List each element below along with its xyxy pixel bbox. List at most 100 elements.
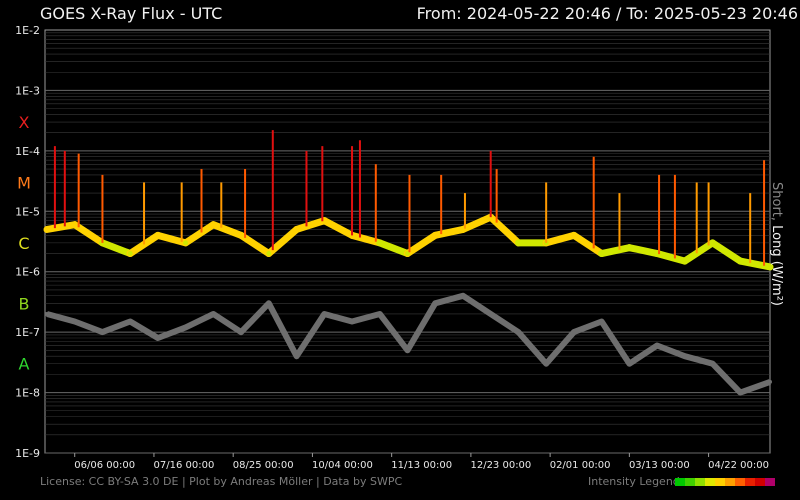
series-short-point [738,390,743,395]
series-long-segment [625,244,661,258]
series-short-point [433,301,438,306]
series-long-segment [376,239,411,258]
legend-swatch [705,478,715,486]
series-short-point [405,348,410,353]
flare-class-label: X [19,113,30,132]
series-long-segment [570,231,606,258]
series-long-point [682,258,688,264]
series-short-point [488,311,493,316]
series-short-point [377,311,382,316]
series-short-point [655,343,660,348]
series-short-point [710,361,715,366]
series-long-segment [293,217,328,233]
series-long-point [710,240,716,246]
legend-swatch [735,478,745,486]
plot-area [44,29,771,454]
series-long-point [210,222,216,228]
y-tick-label: 1E-7 [15,326,40,339]
date-range: From: 2024-05-22 20:46 / To: 2025-05-23 … [416,4,798,23]
legend-swatch [675,478,685,486]
series-short-point [599,319,604,324]
y-tick-label: 1E-8 [15,387,40,400]
series-short-point [128,319,133,324]
series-long-point [155,232,161,238]
series-short-point [183,325,188,330]
series-short-point [44,311,49,316]
series-long-segment [459,213,495,233]
chart-title: GOES X-Ray Flux - UTC [40,4,223,23]
series-long-segment [320,217,356,239]
series-long-segment [653,250,689,265]
series-long-point [127,251,133,257]
series-short-point [155,335,160,340]
long-label: Long (W/m²) [769,225,784,306]
series-long-point [72,222,78,228]
series-short-point [350,319,355,324]
y-tick-label: 1E-6 [15,266,40,279]
series-long-segment [209,221,245,239]
series-long-point [183,240,189,246]
series-short-point [768,379,772,384]
series-long-segment [487,213,522,247]
y-tick-label: 1E-5 [15,205,40,218]
series-long-point [599,251,605,257]
y-tick-label: 1E-4 [15,145,40,158]
y-tick-label: 1E-3 [15,84,40,97]
legend-swatch [745,478,755,486]
series-long-point [405,251,410,257]
series-long-point [266,251,272,257]
series-long-point [515,240,521,246]
series-long-segment [542,231,578,247]
series-long-point [737,258,743,264]
series-long-segment [736,257,774,271]
x-tick-label: 10/04 00:00 [312,460,373,471]
y-tick-label: 1E-2 [15,24,40,37]
series-short-point [266,301,271,306]
series-long-segment [681,239,717,265]
series-short-point [544,361,549,366]
series-short-point [100,330,105,335]
flare-class-label: C [18,234,29,253]
series-long-point [377,240,383,246]
series-long-segment [709,239,744,265]
series-long-segment [43,221,79,233]
series-long-segment [98,239,134,258]
series-short-point [627,361,632,366]
series-long-point [44,226,50,232]
x-tick-label: 07/16 00:00 [154,460,215,471]
series-long-point [432,232,438,238]
legend-swatch [715,478,725,486]
series-short-point [682,354,687,359]
legend-swatch [685,478,695,486]
series-short-point [211,311,216,316]
flare-class-label: M [17,173,31,192]
series-long-point [767,264,773,270]
series-short-point [322,311,327,316]
x-tick-label: 06/06 00:00 [74,460,135,471]
series-long-segment [404,231,439,258]
series-long-segment [71,221,106,247]
series-long-point [626,245,632,251]
legend-swatch [765,478,775,486]
series-long-segment [598,244,633,258]
series-short-point [239,330,244,335]
series-short-point [72,319,77,324]
x-tick-label: 12/23 00:00 [470,460,531,471]
flare-class-label: A [19,355,30,374]
series-short-point [294,354,299,359]
series-short-point [460,293,465,298]
series-long-point [238,232,244,238]
series-long-point [294,226,300,232]
intensity-legend-bar [675,478,775,486]
x-tick-label: 02/01 00:00 [550,460,611,471]
y-tick-label: 1E-9 [15,447,40,460]
legend-swatch [725,478,735,486]
short-label: Short [769,182,784,217]
x-tick-label: 03/13 00:00 [629,460,690,471]
series-long-segment [182,221,217,247]
flare-class-label: B [19,294,30,313]
series-long-segment [431,225,467,239]
series-long-segment [237,231,273,258]
series-long-point [571,232,577,238]
series-short-point [571,330,576,335]
